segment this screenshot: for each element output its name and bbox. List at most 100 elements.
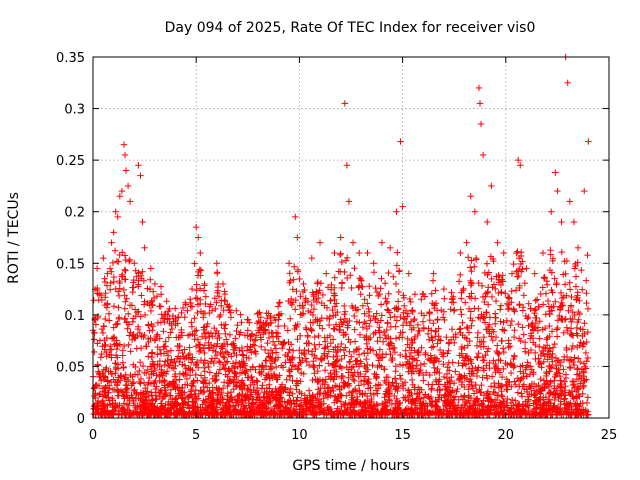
data-point [361, 310, 368, 317]
data-point [494, 342, 501, 349]
data-point [381, 331, 389, 339]
data-point [140, 379, 148, 387]
data-point [355, 373, 362, 380]
data-point [371, 315, 379, 323]
data-point [121, 292, 128, 299]
data-point [236, 346, 243, 354]
data-point [450, 299, 457, 306]
data-point [120, 364, 127, 372]
data-point [464, 254, 472, 261]
data-point [518, 393, 526, 400]
data-point [554, 324, 561, 332]
data-point [224, 358, 231, 365]
data-point [126, 332, 133, 339]
data-point [178, 309, 185, 317]
data-point [383, 299, 390, 307]
data-point [376, 346, 384, 353]
data-point [546, 322, 553, 330]
data-point [214, 280, 222, 288]
data-point [272, 363, 280, 371]
data-point [264, 339, 271, 347]
data-point [445, 359, 453, 366]
data-point [101, 275, 108, 282]
data-point [351, 338, 359, 345]
data-point [450, 307, 458, 315]
data-point [221, 297, 228, 304]
data-point [252, 348, 259, 355]
data-point [222, 321, 229, 328]
data-point [281, 322, 288, 330]
y-axis-label: ROTI / TECUs [6, 192, 22, 284]
data-point [432, 287, 439, 294]
data-point [405, 270, 412, 277]
data-point [112, 208, 119, 215]
data-point [137, 380, 144, 387]
data-point [491, 310, 499, 317]
data-point [471, 208, 479, 215]
data-point [168, 325, 176, 333]
data-point [498, 288, 505, 296]
data-point [513, 249, 520, 257]
data-point [429, 277, 437, 284]
data-point [450, 379, 458, 387]
data-point [488, 182, 495, 190]
data-point [532, 297, 539, 304]
data-point [356, 331, 364, 339]
data-point [510, 333, 518, 341]
data-point [503, 317, 511, 324]
data-point [460, 392, 468, 400]
data-point [497, 302, 505, 309]
data-point [367, 317, 374, 324]
data-point [561, 395, 569, 402]
data-point [284, 327, 292, 334]
data-point [414, 321, 422, 329]
data-point [97, 354, 105, 361]
data-point [520, 331, 527, 338]
data-point [495, 289, 502, 297]
data-point [348, 353, 355, 360]
data-point [147, 276, 154, 283]
data-point [192, 294, 199, 302]
x-tick-label: 25 [601, 428, 618, 443]
data-point [343, 162, 351, 169]
data-point [489, 336, 497, 344]
data-point [553, 333, 561, 340]
data-point [539, 284, 546, 291]
data-point [107, 279, 114, 287]
data-point [542, 290, 550, 297]
data-point [390, 273, 397, 280]
data-point [321, 367, 329, 374]
data-point [183, 375, 191, 383]
data-point [338, 258, 346, 266]
data-point [136, 378, 143, 386]
data-point [346, 358, 353, 366]
data-point [569, 342, 577, 350]
data-point [201, 368, 208, 375]
data-point [195, 348, 203, 355]
data-point [401, 302, 408, 310]
data-point [366, 292, 373, 299]
data-point [498, 337, 506, 344]
data-point [568, 345, 575, 353]
y-tick-label: 0.05 [56, 360, 85, 375]
data-point [432, 333, 439, 340]
data-point [192, 371, 199, 379]
data-point [459, 319, 466, 326]
data-point [406, 322, 414, 329]
data-point [206, 369, 214, 376]
data-point [118, 187, 126, 195]
data-point [467, 193, 474, 200]
data-point [316, 362, 323, 369]
data-point [148, 349, 156, 356]
data-point [193, 327, 200, 334]
data-point [581, 320, 588, 327]
data-point [204, 359, 212, 367]
data-point [369, 362, 376, 369]
data-point [121, 305, 129, 312]
data-point [473, 342, 481, 349]
data-point [276, 299, 283, 307]
data-point [271, 341, 278, 349]
data-point [157, 303, 164, 310]
data-point [394, 298, 402, 305]
